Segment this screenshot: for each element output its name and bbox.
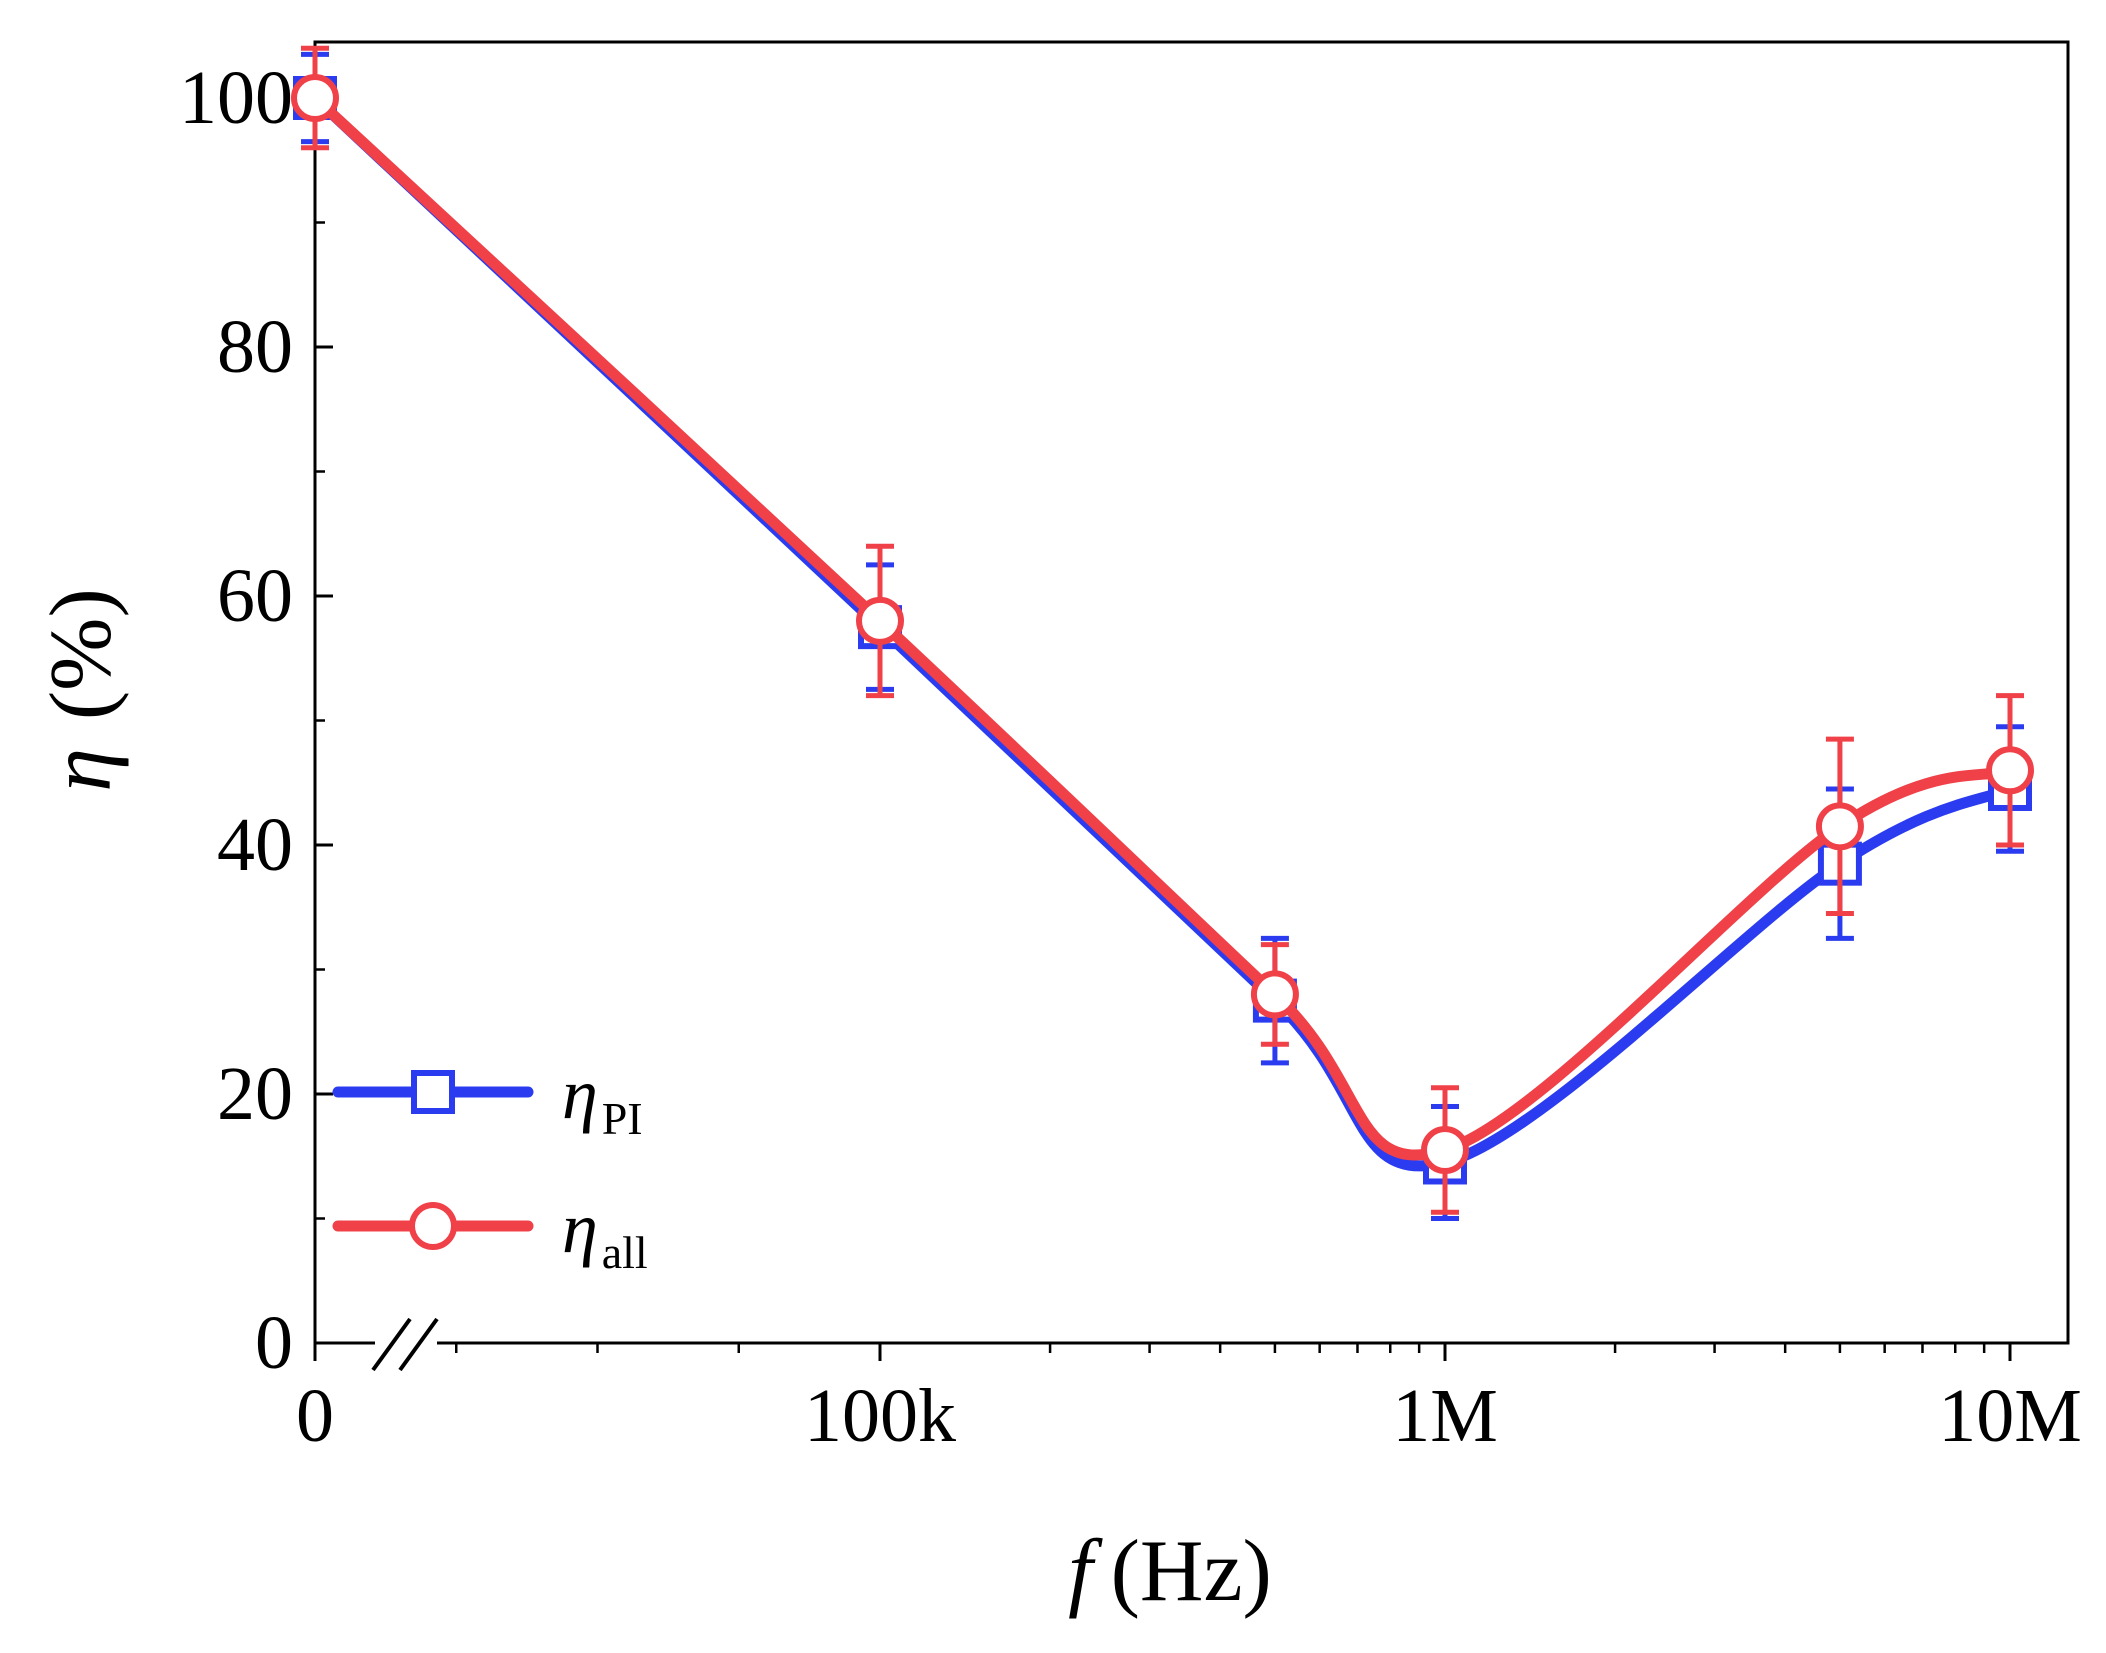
x-tick-label: 1M xyxy=(1392,1374,1498,1458)
legend-symbol: η xyxy=(562,1054,598,1134)
plot-border xyxy=(313,40,2070,1345)
data-point-all xyxy=(1986,746,2034,795)
legend-subscript: all xyxy=(602,1227,648,1278)
axis-break-mark xyxy=(398,1317,439,1372)
y-tick-label: 100 xyxy=(179,56,293,140)
y-tick-label: 60 xyxy=(217,554,293,638)
x-tick-label: 10M xyxy=(1938,1374,2082,1458)
legend-label: ηall xyxy=(562,1188,648,1278)
legend-item-all: ηall xyxy=(332,1188,648,1278)
legend-symbol: η xyxy=(562,1188,598,1268)
plot-frame xyxy=(313,40,2070,1345)
y-tick-label: 0 xyxy=(255,1301,293,1385)
data-point-all xyxy=(1815,802,1864,851)
x-axis-title: f (Hz) xyxy=(1068,1523,1272,1620)
axis-break-mark xyxy=(371,1317,412,1372)
series-all xyxy=(291,45,2034,1215)
y-axis-unit: (%) xyxy=(33,588,130,720)
x-tick-label: 100k xyxy=(804,1374,956,1458)
legend-marker xyxy=(411,1070,455,1114)
y-tick-label: 40 xyxy=(217,803,293,887)
data-point-all xyxy=(1421,1126,1469,1175)
x-axis-unit: (Hz) xyxy=(1111,1523,1272,1620)
legend-marker xyxy=(409,1202,457,1250)
x-axis-symbol: f xyxy=(1068,1523,1103,1620)
x-tick-label: 0 xyxy=(296,1374,334,1458)
series-PI xyxy=(293,51,2032,1221)
y-tick-label: 20 xyxy=(217,1052,293,1136)
axis-ticks xyxy=(313,96,2012,1372)
y-axis-symbol: η xyxy=(33,748,130,792)
data-point-all xyxy=(291,74,339,122)
legend-item-PI: ηPI xyxy=(332,1054,643,1144)
axis-break-gap xyxy=(375,1335,437,1351)
y-tick-label: 80 xyxy=(217,305,293,389)
legend-subscript: PI xyxy=(602,1093,643,1144)
y-axis-title: η (%) xyxy=(33,588,130,792)
data-point-all xyxy=(856,596,904,645)
legend-label: ηPI xyxy=(562,1054,643,1144)
series-line xyxy=(309,92,2016,1172)
axis-tick-labels: 0 20 40 60 80 100 0 100k 1M 10M xyxy=(179,56,2082,1458)
data-point-all xyxy=(1250,970,1299,1019)
series-line xyxy=(309,92,2016,1161)
series-layer xyxy=(291,45,2034,1221)
